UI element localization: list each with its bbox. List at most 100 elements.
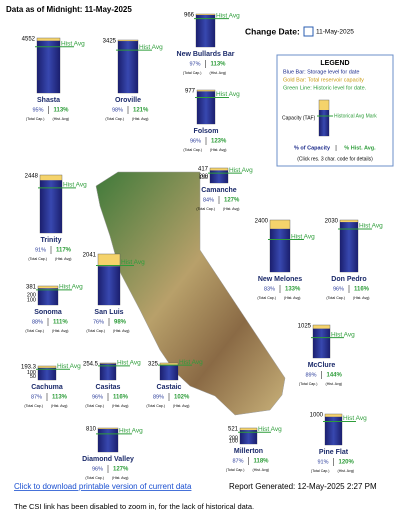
hist-avg-caption: (Hist. Avg) [253,468,270,472]
storage-bar[interactable] [325,416,342,445]
reservoir-name[interactable]: Trinity [40,237,61,244]
legend-gold: Gold Bar: Total reservoir capacity [283,77,364,83]
hist-avg-label: Hist Avg [121,259,145,266]
scale-label: 100 [27,370,36,376]
hist-avg-caption: (Hist. Avg) [338,469,355,473]
storage-bar[interactable] [100,363,116,380]
hist-avg-label: Hist Avg [331,331,355,338]
storage-bar[interactable] [38,367,56,380]
storage-bar[interactable] [313,328,330,358]
hist-avg-label: Hist Avg [57,363,81,370]
pct-capacity: 89% [305,372,316,378]
pct-capacity: 96% [92,394,103,400]
hist-avg-caption: (Hist. Avg) [210,148,227,152]
storage-bar[interactable] [196,14,215,48]
pct-capacity: 87% [31,394,42,400]
hist-avg-label: Hist Avg [229,167,253,174]
download-link[interactable]: Click to download printable version of c… [14,482,192,491]
total-cap-caption: (Total Cap.) [311,469,330,473]
california-map [95,171,286,416]
pct-hist-avg: 123% [211,139,227,145]
storage-bar[interactable] [240,430,257,444]
hist-avg-caption: (Hist. Avg) [52,329,69,333]
legend-title: LEGEND [320,60,349,67]
reservoir-name[interactable]: Castaic [157,384,182,391]
reservoir-name[interactable]: Camanche [201,187,237,194]
total-cap-caption: (Total Cap.) [25,329,44,333]
reservoir-name[interactable]: Oroville [115,97,141,104]
pct-capacity: 97% [189,61,200,67]
reservoir-name[interactable]: New Bullards Bar [177,51,235,58]
total-cap-caption: (Total Cap.) [28,257,47,261]
reservoir-name[interactable]: Sonoma [34,309,62,316]
calendar-button[interactable] [303,26,314,37]
hist-avg-caption: (Hist. Avg) [173,404,190,408]
scale-label: 100 [27,297,36,303]
reservoir-name[interactable]: San Luis [94,309,123,316]
hist-avg-label: Hist Avg [63,182,87,189]
total-cap-caption: (Total Cap.) [146,404,165,408]
scale-label: 50 [30,374,36,380]
total-cap-caption: (Total Cap.) [196,207,215,211]
total-cap-caption: (Total Cap.) [105,117,124,121]
pct-hist-avg: 127% [224,198,240,204]
hist-avg-label: Hist Avg [179,359,203,366]
legend-pct-hist: % Hist. Avg. [344,145,376,151]
pct-hist-avg: 121% [133,108,149,114]
pct-hist-avg: 116% [354,287,370,293]
reservoir-name[interactable]: Diamond Valley [82,456,134,463]
hist-avg-caption: (Hist. Avg) [55,257,72,261]
legend-green: Green Line: Historic level for date. [283,85,367,91]
storage-bar[interactable] [197,91,215,124]
pct-hist-avg: 120% [339,460,355,466]
reservoir-name[interactable]: Casitas [96,384,121,391]
legend: LEGEND Blue Bar: Storage level for date … [276,54,394,167]
reservoir-name[interactable]: Cachuma [31,384,63,391]
pct-hist-avg: 113% [54,108,70,114]
capacity-label: 381 [26,285,37,291]
capacity-label: 325 [148,362,159,368]
storage-bar[interactable] [38,288,58,305]
pct-hist-avg: 116% [113,395,129,401]
capacity-label: 521 [228,427,239,433]
change-date-label: Change Date: [245,26,300,36]
storage-bar[interactable] [160,364,178,380]
capacity-label: 254.5 [83,362,99,368]
reservoir-name[interactable]: Pine Flat [319,449,349,456]
hist-avg-caption: (Hist. Avg) [353,296,370,300]
storage-bar[interactable] [210,170,228,183]
pct-capacity: 83% [264,286,275,292]
capacity-label: 2400 [255,219,269,225]
total-cap-caption: (Total Cap.) [326,296,345,300]
hist-avg-caption: (Hist. Avg) [210,71,227,75]
legend-blue: Blue Bar: Storage level for date [283,69,359,75]
reservoir-name[interactable]: Shasta [37,97,60,104]
pct-hist-avg: 127% [113,467,129,473]
storage-bar[interactable] [118,41,138,93]
hist-avg-label: Hist Avg [359,223,383,230]
storage-bar[interactable] [98,266,120,305]
storage-bar[interactable] [270,228,290,272]
storage-bar[interactable] [40,180,62,233]
hist-avg-caption: (Hist. Avg) [112,404,129,408]
storage-bar[interactable] [37,40,60,93]
reservoir-name[interactable]: New Melones [258,276,302,283]
reservoir-name[interactable]: Millerton [234,448,263,455]
reservoir-name[interactable]: McClure [308,362,336,369]
reservoir-name[interactable]: Folsom [194,128,219,135]
hist-avg-caption: (Hist. Avg) [132,117,149,121]
total-cap-caption: (Total Cap.) [183,148,202,152]
pct-capacity: 96% [333,286,344,292]
storage-bar[interactable] [98,428,118,452]
capacity-label: 3425 [103,39,117,45]
capacity-label: 1000 [310,413,324,419]
total-cap-caption: (Total Cap.) [85,476,104,480]
hist-avg-label: Hist Avg [119,428,143,435]
hist-avg-label: Hist Avg [216,91,240,98]
storage-bar[interactable] [340,222,358,272]
reservoir-name[interactable]: Don Pedro [331,276,366,283]
scale-label: 200 [199,173,208,179]
hist-avg-label: Hist Avg [258,426,282,433]
date-value[interactable]: 11-May-2025 [316,29,354,36]
